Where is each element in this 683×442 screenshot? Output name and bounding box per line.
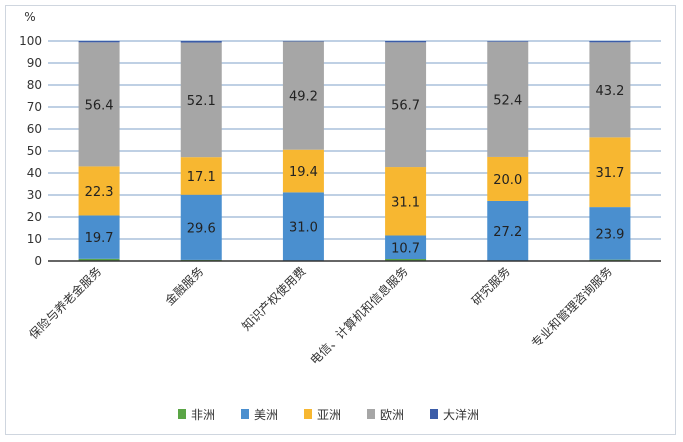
legend-entry: 大洋洲 (443, 407, 479, 422)
data-label: 19.7 (85, 231, 114, 246)
data-label: 10.7 (391, 241, 420, 256)
legend-swatch (430, 409, 438, 419)
y-tick-label: 90 (27, 56, 42, 70)
y-axis-label: % (24, 10, 35, 24)
bar-segment (385, 235, 427, 260)
y-tick-label: 50 (27, 144, 42, 158)
bar-segment (385, 167, 427, 236)
legend-entry: 欧洲 (380, 408, 404, 422)
y-tick-label: 60 (27, 122, 42, 136)
legend-swatch (178, 409, 186, 419)
bar-segment (78, 215, 120, 259)
data-label: 56.4 (85, 98, 114, 113)
data-label: 52.4 (493, 93, 522, 108)
legend-swatch (304, 409, 312, 419)
data-label: 31.0 (289, 220, 318, 235)
bar-segment (487, 156, 529, 201)
bar-segment (282, 149, 324, 193)
bar-segment (180, 157, 222, 195)
bar-segment (385, 259, 427, 261)
x-category-label: 知识产权使用费 (239, 264, 309, 334)
y-tick-label: 20 (27, 210, 42, 224)
data-label: 52.1 (187, 94, 216, 109)
bar-segment (487, 41, 529, 157)
data-label: 31.1 (391, 195, 420, 210)
data-label: 17.1 (187, 170, 216, 185)
data-label: 31.7 (595, 166, 624, 181)
y-tick-label: 40 (27, 166, 42, 180)
x-category-label: 电信、计算机和信息服务 (307, 264, 411, 368)
data-label: 56.7 (391, 99, 420, 114)
data-label: 27.2 (493, 225, 522, 240)
y-tick-label: 80 (27, 78, 42, 92)
y-tick-label: 70 (27, 100, 42, 114)
y-tick-label: 0 (34, 254, 42, 268)
bar-segment (180, 41, 222, 43)
data-label: 20.0 (493, 173, 522, 188)
bar-segment (589, 42, 631, 138)
x-category-label: 专业和管理咨询服务 (528, 264, 615, 351)
bar-segment (589, 41, 631, 43)
legend: 非洲 美洲 亚洲 欧洲 大洋洲 (178, 407, 479, 422)
bar-segment (385, 42, 427, 168)
x-category-label: 研究服务 (468, 264, 513, 309)
bar-segment (589, 137, 631, 208)
data-label: 23.9 (595, 227, 624, 242)
bars (78, 41, 631, 261)
bar-segment (589, 207, 631, 260)
bar-segment (487, 41, 529, 42)
bar-segment (282, 41, 324, 150)
x-category-label: 金融服务 (162, 264, 207, 309)
y-tick-label: 100 (19, 34, 42, 48)
bar-segment (487, 200, 529, 261)
data-label: 22.3 (85, 185, 114, 200)
bar-segment (180, 194, 222, 260)
data-labels: 19.7 22.3 56.4 29.6 17.1 52.1 31.0 19.4 49.2 10.7… (85, 84, 625, 256)
bar-segment (78, 166, 120, 216)
legend-swatch (367, 409, 375, 419)
y-tick-label: 10 (27, 232, 42, 246)
y-tick-label: 30 (27, 188, 42, 202)
data-label: 49.2 (289, 90, 318, 105)
data-label: 43.2 (595, 84, 624, 99)
legend-swatch (241, 409, 249, 419)
legend-entry: 亚洲 (317, 408, 341, 422)
bar-segment (282, 192, 324, 261)
bar-segment (78, 41, 120, 43)
data-label: 19.4 (289, 165, 318, 180)
gridlines (48, 40, 661, 240)
legend-entry: 美洲 (254, 408, 278, 422)
bar-segment (385, 41, 427, 43)
data-label: 29.6 (187, 221, 216, 236)
x-category-label: 保险与养老金服务 (26, 264, 104, 342)
legend-entry: 非洲 (191, 408, 215, 422)
bar-segment (180, 42, 222, 158)
bar-segment (78, 258, 120, 261)
bar-segment (78, 42, 120, 167)
